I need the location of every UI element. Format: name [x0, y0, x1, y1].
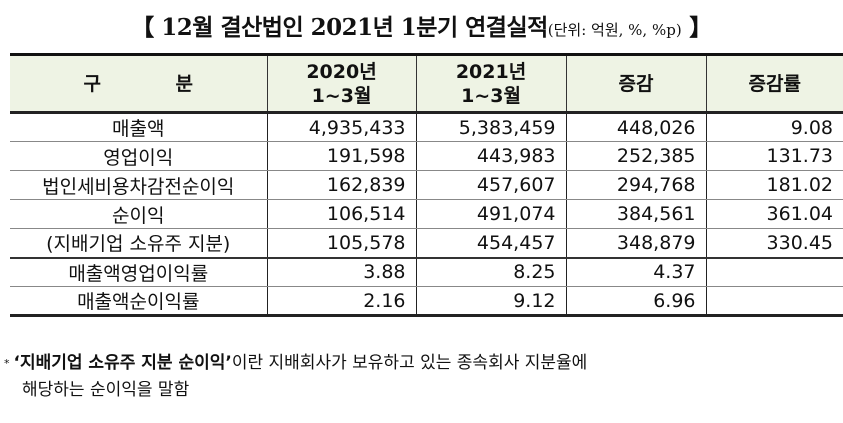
cell-2020: 4,935,433: [266, 112, 417, 142]
row-label: 매출액영업이익률: [10, 257, 268, 287]
footnote-line-1: * ‘지배기업 소유주 지분 순이익’이란 지배회사가 보유하고 있는 종속회사 …: [4, 350, 587, 377]
cell-2020: 106,514: [266, 199, 417, 229]
earnings-table: 구 분 2020년 1~3월 2021년 1~3월 증감 증감률 매출액 4,935…: [10, 53, 843, 317]
cell-2021: 443,983: [415, 141, 567, 171]
cell-change: 384,561: [565, 199, 707, 229]
title-main: 【 12월 결산법인 2021년 1분기 연결실적: [131, 14, 548, 41]
cell-rate: 361.04: [705, 199, 843, 229]
cell-2021: 454,457: [415, 228, 567, 259]
footnote-term: ‘지배기업 소유주 지분 순이익’: [13, 353, 232, 373]
cell-change: 4.37: [565, 257, 707, 287]
footnote: * ‘지배기업 소유주 지분 순이익’이란 지배회사가 보유하고 있는 종속회사 …: [4, 350, 587, 404]
table-row: 매출액순이익률 2.16 9.12 6.96: [10, 286, 843, 317]
cell-2020: 191,598: [266, 141, 417, 171]
table-row: (지배기업 소유주 지분) 105,578 454,457 348,879 33…: [10, 228, 843, 259]
cell-2021: 5,383,459: [415, 112, 567, 142]
footnote-marker: *: [4, 357, 10, 370]
footnote-text: 이란 지배회사가 보유하고 있는 종속회사 지분율에: [231, 353, 588, 373]
row-label: 순이익: [10, 199, 268, 229]
table-row: 순이익 106,514 491,074 384,561 361.04: [10, 199, 843, 229]
cell-rate: 330.45: [705, 228, 843, 259]
table-row: 영업이익 191,598 443,983 252,385 131.73: [10, 141, 843, 171]
table-row: 매출액영업이익률 3.88 8.25 4.37: [10, 257, 843, 287]
header-change: 증감: [565, 53, 707, 114]
cell-change: 448,026: [565, 112, 707, 142]
title-close-bracket: 】: [681, 14, 712, 41]
cell-change: 348,879: [565, 228, 707, 259]
row-label: 법인세비용차감전순이익: [10, 170, 268, 200]
header-category: 구 분: [10, 53, 268, 114]
document-title: 【 12월 결산법인 2021년 1분기 연결실적(단위: 억원, %, %p)…: [0, 8, 843, 42]
header-change-rate: 증감률: [705, 53, 843, 114]
title-unit: (단위: 억원, %, %p): [547, 21, 682, 39]
header-2021: 2021년 1~3월: [415, 53, 567, 114]
table-header-row: 구 분 2020년 1~3월 2021년 1~3월 증감 증감률: [10, 53, 843, 114]
cell-rate: 9.08: [705, 112, 843, 142]
table-row: 매출액 4,935,433 5,383,459 448,026 9.08: [10, 112, 843, 142]
cell-rate: [705, 286, 843, 317]
cell-2021: 9.12: [415, 286, 567, 317]
cell-2020: 162,839: [266, 170, 417, 200]
footnote-line-2: 해당하는 순이익을 말함: [22, 380, 190, 400]
row-label: (지배기업 소유주 지분): [10, 228, 268, 259]
cell-2020: 105,578: [266, 228, 417, 259]
cell-2021: 491,074: [415, 199, 567, 229]
cell-change: 6.96: [565, 286, 707, 317]
cell-rate: 181.02: [705, 170, 843, 200]
table-row: 법인세비용차감전순이익 162,839 457,607 294,768 181.…: [10, 170, 843, 200]
cell-rate: [705, 257, 843, 287]
row-label: 매출액순이익률: [10, 286, 268, 317]
header-2020: 2020년 1~3월: [266, 53, 417, 114]
cell-change: 294,768: [565, 170, 707, 200]
cell-2020: 2.16: [266, 286, 417, 317]
cell-2020: 3.88: [266, 257, 417, 287]
cell-rate: 131.73: [705, 141, 843, 171]
row-label: 영업이익: [10, 141, 268, 171]
cell-2021: 457,607: [415, 170, 567, 200]
cell-2021: 8.25: [415, 257, 567, 287]
row-label: 매출액: [10, 112, 268, 142]
cell-change: 252,385: [565, 141, 707, 171]
